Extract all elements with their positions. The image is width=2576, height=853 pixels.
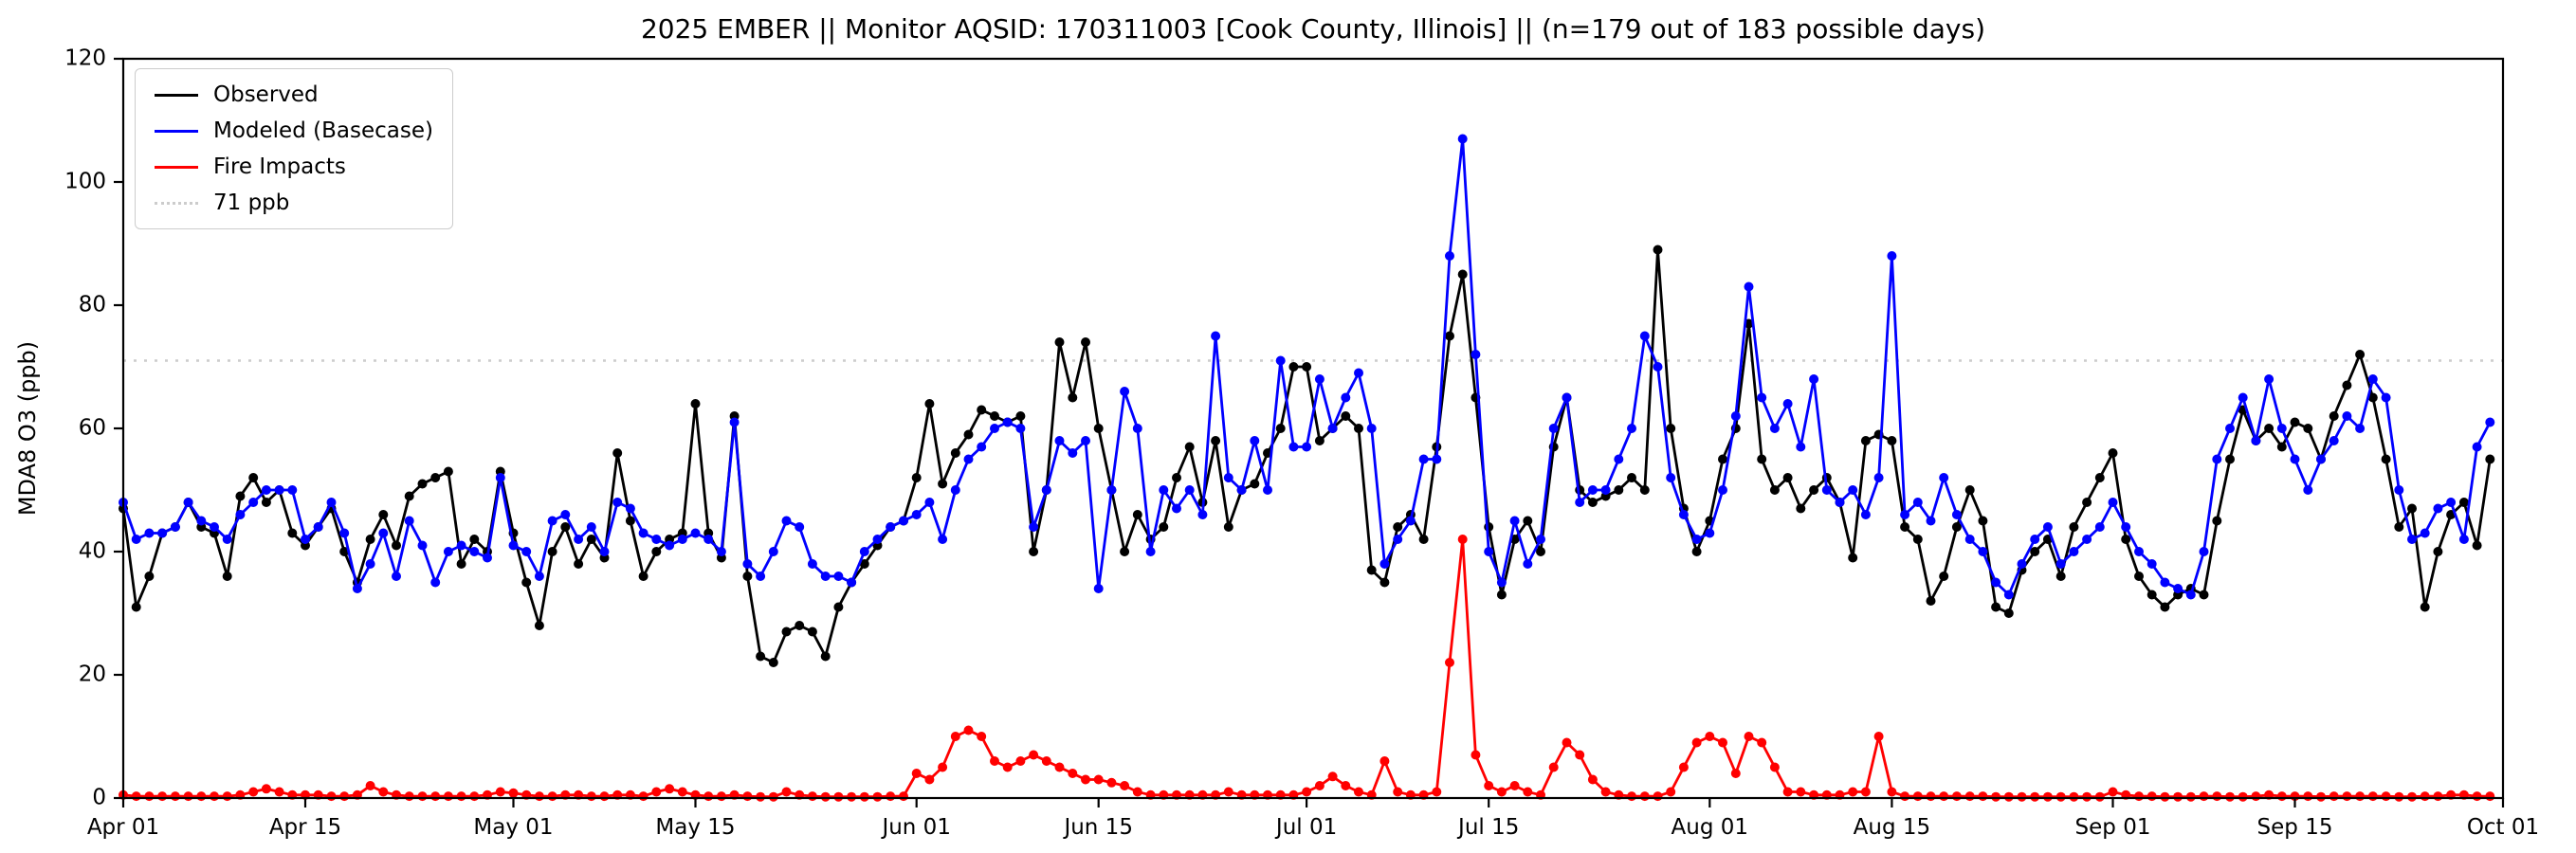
legend-item-observed: Observed (155, 82, 433, 107)
plot-area (123, 59, 2503, 798)
svg-text:120: 120 (64, 46, 106, 71)
legend: Observed Modeled (Basecase) Fire Impacts… (135, 68, 453, 229)
legend-swatch-threshold (155, 201, 198, 205)
chart-title: 2025 EMBER || Monitor AQSID: 170311003 [… (640, 13, 1986, 45)
svg-text:80: 80 (79, 293, 106, 318)
svg-text:100: 100 (64, 170, 106, 194)
svg-text:40: 40 (79, 539, 106, 564)
legend-item-threshold: 71 ppb (155, 191, 433, 215)
series-1 (119, 134, 2495, 600)
svg-text:Jun 01: Jun 01 (880, 815, 951, 840)
legend-item-modeled: Modeled (Basecase) (155, 118, 433, 143)
y-axis-ticks: 0 20 40 60 80 100 120 (64, 46, 123, 810)
svg-text:60: 60 (79, 416, 106, 441)
legend-label: Fire Impacts (213, 154, 346, 179)
svg-text:Sep 15: Sep 15 (2257, 815, 2333, 840)
svg-text:Aug 15: Aug 15 (1854, 815, 1931, 840)
svg-text:Apr 01: Apr 01 (87, 815, 159, 840)
svg-text:Jun 15: Jun 15 (1062, 815, 1133, 840)
series-0 (119, 245, 2495, 667)
svg-text:May 15: May 15 (655, 815, 735, 840)
legend-swatch-fire (155, 165, 198, 169)
svg-text:Jul 15: Jul 15 (1456, 815, 1519, 840)
svg-text:Apr 15: Apr 15 (269, 815, 341, 840)
svg-text:Jul 01: Jul 01 (1274, 815, 1337, 840)
svg-text:Aug 01: Aug 01 (1672, 815, 1749, 840)
legend-label: 71 ppb (213, 191, 290, 215)
legend-swatch-modeled (155, 129, 198, 133)
legend-label: Modeled (Basecase) (213, 118, 433, 143)
svg-text:Oct 01: Oct 01 (2467, 815, 2539, 840)
svg-text:20: 20 (79, 662, 106, 687)
svg-text:0: 0 (92, 786, 106, 810)
legend-item-fire: Fire Impacts (155, 154, 433, 179)
legend-swatch-observed (155, 93, 198, 97)
x-axis-ticks: Apr 01 Apr 15 May 01 May 15 Jun 01 Jun 15 Jul … (87, 798, 2539, 840)
svg-text:Sep 01: Sep 01 (2075, 815, 2151, 840)
legend-label: Observed (213, 82, 319, 107)
svg-text:May 01: May 01 (473, 815, 553, 840)
